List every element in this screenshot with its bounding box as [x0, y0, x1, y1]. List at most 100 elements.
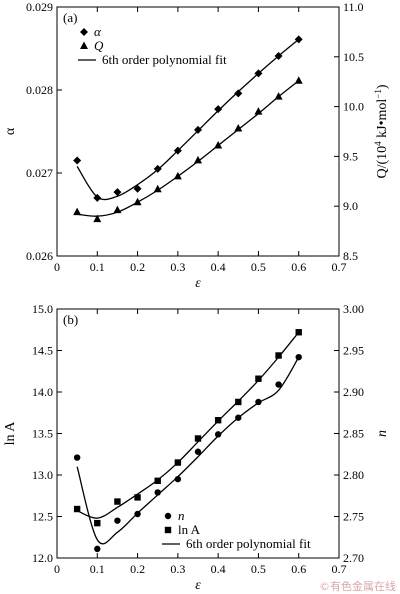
data-point-circle	[174, 475, 182, 483]
y-left-tick-label: 0.028	[26, 83, 53, 97]
data-point-square	[134, 494, 141, 501]
y-right-tick-label: 2.75	[343, 510, 364, 524]
legend-marker-square	[164, 526, 172, 534]
legend-label: ln A	[178, 522, 201, 537]
x-tick-label: 0.7	[332, 562, 347, 576]
data-point-square	[174, 459, 182, 466]
data-point-square	[194, 435, 202, 442]
data-point-triangle	[234, 124, 243, 132]
data-point-square	[275, 352, 282, 359]
data-point-diamond	[73, 156, 82, 165]
y-right-axis-title: Q/(104 kJ•mol−1)	[373, 84, 390, 178]
data-point-square	[73, 505, 81, 513]
y-left-tick-label: 12.0	[32, 551, 53, 565]
data-point-circle	[194, 448, 202, 455]
panel-a-chart: 0 0.1 0.2 0.3 0.4 0.5 0.6 0.7 0.026 0.027 0.028 0.0…	[3, 0, 390, 291]
y-right-tick-label: 2.70	[343, 551, 364, 565]
x-tick-label: 0.6	[291, 260, 306, 274]
data-point-square	[154, 477, 161, 485]
x-tick-label: 0	[54, 260, 60, 274]
data-point-square	[214, 417, 222, 424]
y-left-axis-title: ln A	[3, 421, 18, 446]
data-point-diamond	[113, 188, 122, 197]
data-point-triangle	[73, 207, 82, 216]
fit-curve-1	[77, 80, 300, 217]
data-point-triangle	[254, 107, 263, 115]
panel-label: (b)	[63, 312, 78, 327]
plot-frame	[56, 6, 340, 257]
data-point-diamond	[234, 89, 243, 98]
data-point-circle	[134, 510, 141, 518]
watermark: ©有色金属在线	[319, 579, 396, 593]
data-point-diamond	[133, 184, 142, 193]
data-point-triangle	[214, 140, 223, 149]
legend-marker-circle	[164, 512, 172, 520]
legend-marker-diamond	[80, 28, 88, 36]
panel-label: (a)	[63, 10, 77, 25]
data-point-circle	[214, 431, 222, 438]
y-left-tick-label: 14.0	[32, 385, 53, 399]
y-right-axis-title: n	[375, 430, 390, 437]
y-left-tick-label: 12.5	[32, 510, 53, 524]
legend-label: n	[178, 508, 185, 523]
data-point-square	[94, 519, 101, 527]
panel-b-chart: 0 0.1 0.2 0.3 0.4 0.5 0.6 0.7 12.0 12.5 13.0 13.5 14…	[3, 302, 390, 593]
x-tick-label: 0.2	[130, 562, 145, 576]
data-point-triangle	[194, 155, 202, 164]
y-left-tick-label: 0.027	[26, 166, 53, 180]
data-point-triangle	[133, 197, 142, 206]
data-point-square	[295, 329, 302, 336]
data-point-square	[114, 498, 121, 505]
legend-marker-triangle	[80, 41, 88, 49]
data-point-diamond	[254, 69, 263, 78]
y-left-tick-label: 13.5	[32, 427, 53, 441]
data-point-triangle	[274, 92, 283, 100]
y-right-tick-label: 10.0	[343, 100, 364, 114]
x-tick-label: 0.2	[130, 260, 145, 274]
data-point-circle	[235, 414, 242, 421]
data-point-square	[255, 375, 262, 382]
x-axis-title: ε	[195, 276, 201, 291]
x-tick-label: 0.3	[170, 562, 185, 576]
data-point-circle	[154, 489, 161, 496]
y-right-tick-label: 11.0	[343, 0, 364, 14]
y-right-tick-label: 2.95	[343, 344, 364, 358]
legend-label: 6th order polynomial fit	[186, 536, 311, 551]
x-tick-label: 0.1	[90, 562, 105, 576]
x-tick-label: 0	[54, 562, 60, 576]
data-point-triangle	[153, 184, 162, 193]
x-tick-label: 0.5	[251, 562, 266, 576]
y-right-tick-label: 2.90	[343, 385, 364, 399]
data-point-square	[235, 398, 242, 406]
data-point-circle	[295, 353, 302, 361]
y-left-tick-label: 13.0	[32, 468, 53, 482]
data-point-diamond	[214, 105, 223, 114]
y-right-tick-label: 2.80	[343, 468, 364, 482]
data-point-circle	[73, 454, 81, 461]
y-right-tick-label: 9.5	[343, 149, 358, 163]
y-left-tick-label: 14.5	[32, 344, 53, 358]
y-left-tick-label: 0.026	[26, 249, 53, 263]
legend-label: α	[94, 24, 102, 39]
legend-label: 6th order polynomial fit	[102, 52, 227, 67]
x-axis-title: ε	[195, 578, 201, 593]
y-left-tick-label: 0.029	[26, 0, 53, 14]
data-point-circle	[275, 381, 282, 388]
data-point-diamond	[173, 146, 182, 155]
x-tick-label: 0.1	[90, 260, 105, 274]
fit-curve-0	[76, 356, 300, 545]
data-point-circle	[255, 398, 262, 406]
data-point-triangle	[113, 205, 122, 214]
y-left-axis-title: α	[3, 127, 18, 135]
data-point-circle	[114, 517, 121, 524]
data-point-diamond	[294, 35, 303, 44]
x-tick-label: 0.4	[211, 260, 226, 274]
y-right-tick-label: 2.85	[343, 427, 364, 441]
data-point-diamond	[93, 193, 102, 202]
x-tick-label: 0.4	[211, 562, 226, 576]
data-point-circle	[94, 545, 101, 553]
y-right-tick-label: 10.5	[343, 50, 364, 64]
x-tick-label: 0.5	[251, 260, 266, 274]
